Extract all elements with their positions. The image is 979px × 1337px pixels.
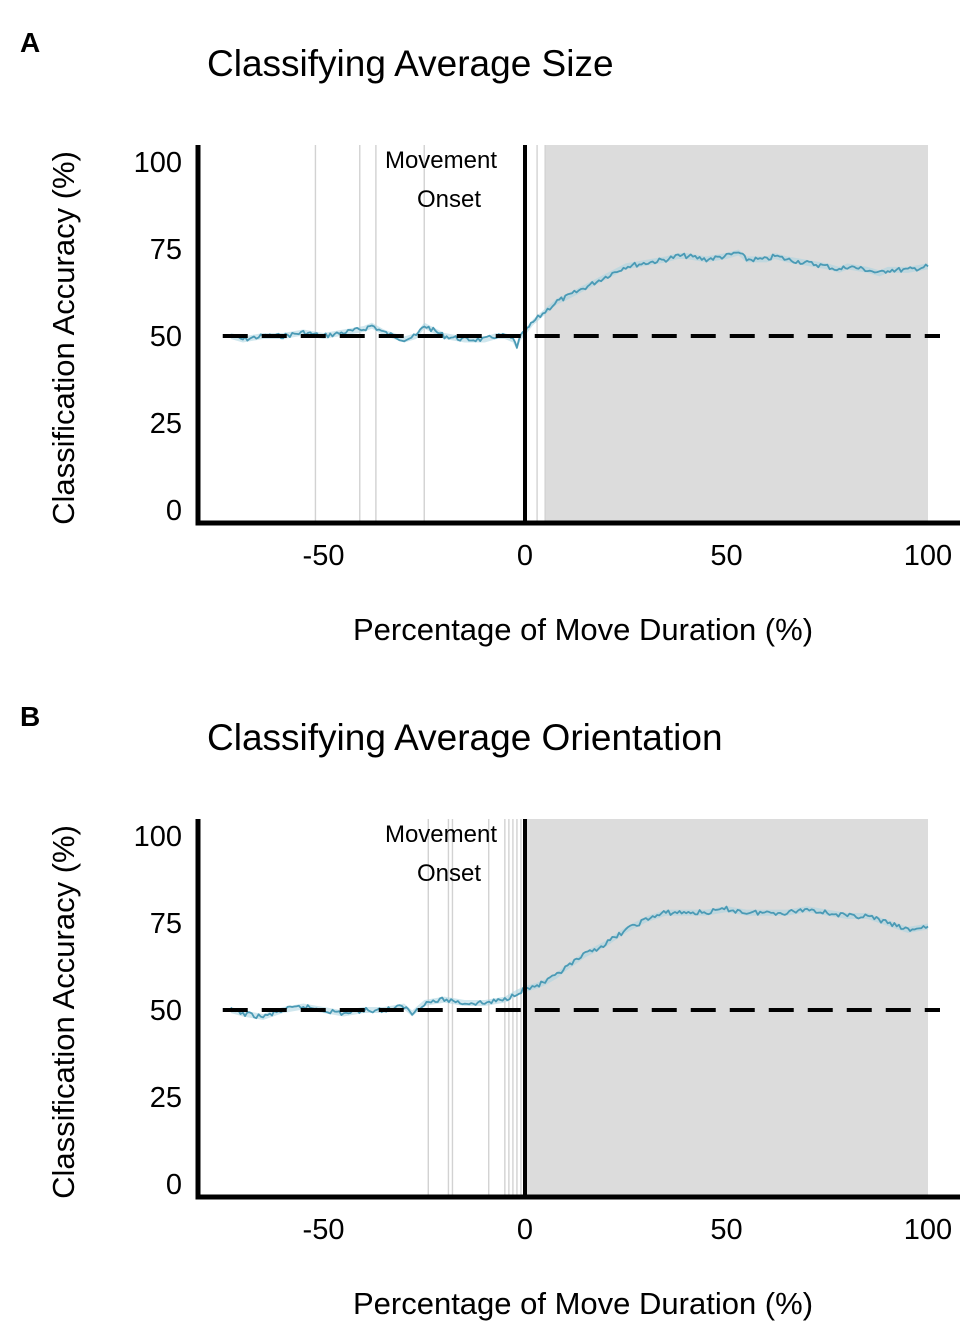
onset-annotation-line1-b: Movement: [385, 821, 497, 848]
panel-label-b: B: [20, 701, 40, 732]
panel-label-a: A: [20, 27, 40, 58]
x-tick-label-b-2: 50: [710, 1214, 742, 1246]
y-tick-label-b-1: 25: [150, 1082, 182, 1114]
x-tick-label-b-3: 100: [904, 1214, 952, 1246]
y-tick-label-a-2: 50: [150, 321, 182, 353]
x-axis-label-b: Percentage of Move Duration (%): [353, 1286, 813, 1321]
panel-b: 0 25 50 75 100 -50 0 50 100 B Classifying Average …: [20, 701, 960, 1321]
y-tick-label-a-1: 25: [150, 408, 182, 440]
x-tick-label-b-1: 0: [517, 1214, 533, 1246]
onset-annotation-line2-b: Onset: [417, 860, 481, 887]
y-tick-label-a-4: 100: [134, 147, 182, 179]
x-tick-label-a-2: 50: [710, 540, 742, 572]
x-tick-label-b-0: -50: [303, 1214, 345, 1246]
y-tick-label-a-3: 75: [150, 234, 182, 266]
chart-title-b: Classifying Average Orientation: [207, 717, 723, 758]
y-axis-label-a: Classification Accuracy (%): [46, 151, 81, 525]
y-axis-label-b: Classification Accuracy (%): [46, 825, 81, 1199]
chart-title-a: Classifying Average Size: [207, 43, 614, 84]
x-tick-label-a-0: -50: [303, 540, 345, 572]
significance-shade-b: [525, 819, 928, 1195]
onset-annotation-line2-a: Onset: [417, 186, 481, 213]
data-line-b-0: [230, 905, 929, 1020]
y-tick-label-b-3: 75: [150, 908, 182, 940]
x-axis-label-a: Percentage of Move Duration (%): [353, 612, 813, 647]
onset-annotation-line1-a: Movement: [385, 147, 497, 174]
y-tick-label-b-2: 50: [150, 995, 182, 1027]
y-tick-label-b-4: 100: [134, 821, 182, 853]
y-tick-label-a-0: 0: [166, 495, 182, 527]
y-tick-label-b-0: 0: [166, 1169, 182, 1201]
data-line-a-0: [230, 251, 929, 349]
significance-shade-a: [545, 145, 928, 521]
x-tick-label-a-1: 0: [517, 540, 533, 572]
panel-a: 0 25 50 75 100 -50 0 50 100 A Classifying Average …: [20, 27, 960, 647]
x-tick-label-a-3: 100: [904, 540, 952, 572]
